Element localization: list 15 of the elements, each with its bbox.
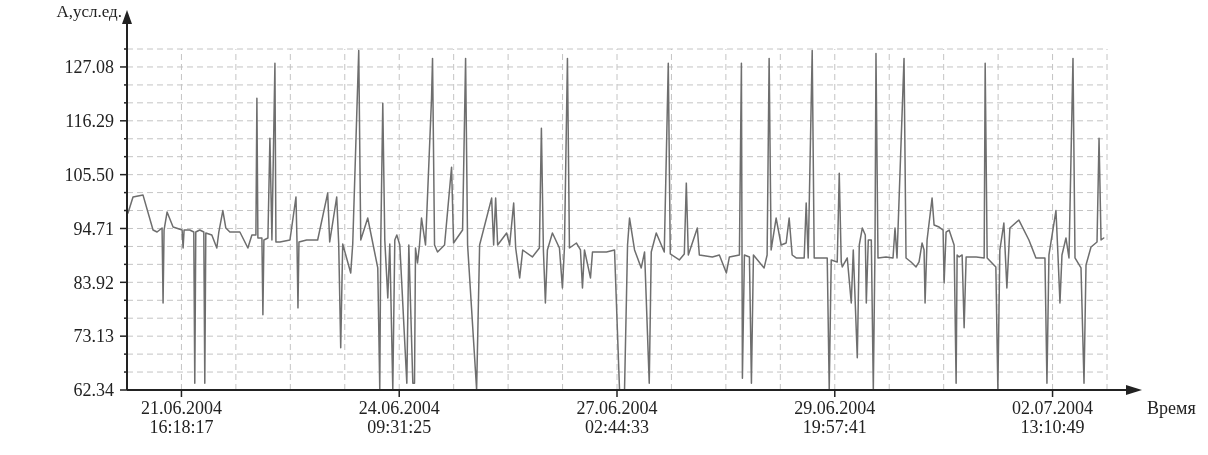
y-tick-label: 83.92 [73, 272, 114, 293]
x-tick-label: 24.06.2004 09:31:25 [358, 398, 440, 437]
y-tick-label: 127.08 [64, 57, 114, 78]
x-tick-label: 21.06.2004 16:18:17 [140, 398, 222, 437]
x-tick-label: 29.06.2004 19:57:41 [794, 398, 876, 437]
line-series [127, 49, 1105, 391]
x-axis-title: Время [1147, 398, 1196, 418]
y-tick-label: 94.71 [73, 218, 114, 239]
y-axis-title: А,усл.ед. [56, 2, 122, 21]
y-tick-label: 62.34 [73, 380, 114, 401]
y-tick-label: 105.50 [64, 164, 114, 185]
x-tick-label: 02.07.2004 13:10:49 [1012, 398, 1094, 437]
y-tick-label: 116.29 [65, 111, 114, 132]
y-tick-label: 73.13 [73, 326, 114, 347]
x-tick-label: 27.06.2004 02:44:33 [576, 398, 658, 437]
